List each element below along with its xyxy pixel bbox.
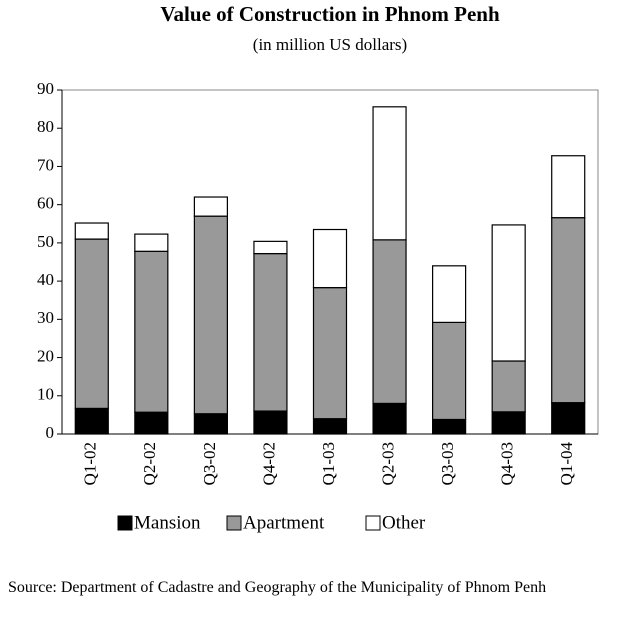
bar-segment xyxy=(134,411,169,435)
bar-segment xyxy=(491,411,526,435)
bar-segment xyxy=(253,240,288,255)
bar-segment xyxy=(551,217,586,404)
x-tick-label: Q4-03 xyxy=(498,442,517,485)
source-note: Source: Department of Cadastre and Geogr… xyxy=(8,579,547,596)
bar-segment xyxy=(193,196,228,217)
x-tick-label: Q2-03 xyxy=(378,442,397,485)
y-tick-label: 80 xyxy=(37,117,54,136)
bar-segment xyxy=(491,224,526,362)
x-tick-label: Q1-03 xyxy=(319,442,338,485)
x-tick-label: Q1-04 xyxy=(557,442,576,486)
y-tick-label: 40 xyxy=(37,270,54,289)
legend-swatch xyxy=(117,515,133,531)
legend-swatch xyxy=(365,515,381,531)
y-tick-label: 50 xyxy=(37,232,54,251)
y-tick-label: 90 xyxy=(37,79,54,98)
bar-segment xyxy=(193,413,228,435)
bar-segment xyxy=(134,250,169,413)
bar-segment xyxy=(74,407,109,435)
legend-label: Other xyxy=(382,512,426,533)
y-tick-label: 70 xyxy=(37,155,54,174)
bar-segment xyxy=(551,155,586,219)
bar-segment xyxy=(432,321,467,421)
legend-label: Mansion xyxy=(134,512,201,533)
bar-segment xyxy=(312,418,348,435)
bar-segment xyxy=(372,402,407,435)
chart: Value of Construction in Phnom Penh (in … xyxy=(37,2,599,533)
bar-segment xyxy=(253,410,288,435)
legend-swatch xyxy=(226,515,242,531)
bar-segment xyxy=(491,360,526,413)
y-tick-label: 10 xyxy=(37,385,54,404)
x-tick-label: Q1-02 xyxy=(81,442,100,485)
y-tick-label: 30 xyxy=(37,308,54,327)
bar-segment xyxy=(134,233,169,252)
bar-segment xyxy=(432,418,467,435)
bar-segment xyxy=(193,215,228,415)
chart-subtitle: (in million US dollars) xyxy=(253,35,407,54)
chart-title: Value of Construction in Phnom Penh xyxy=(160,2,500,26)
x-tick-label: Q4-02 xyxy=(259,442,278,485)
bar-segment xyxy=(372,239,407,405)
bar-segment xyxy=(372,106,407,241)
bar-segment xyxy=(253,252,288,412)
y-tick-label: 20 xyxy=(37,346,54,365)
bar-segment xyxy=(74,222,109,240)
y-tick-label: 60 xyxy=(37,194,54,213)
bar-segment xyxy=(74,238,109,409)
bar-segment xyxy=(312,228,348,289)
x-tick-label: Q3-02 xyxy=(200,442,219,485)
x-tick-label: Q2-02 xyxy=(140,442,159,485)
y-tick-label: 0 xyxy=(46,423,55,442)
x-tick-label: Q3-03 xyxy=(438,442,457,485)
legend-label: Apartment xyxy=(243,512,325,533)
bar-segment xyxy=(432,265,467,323)
bar-segment xyxy=(312,287,348,420)
bar-segment xyxy=(551,402,586,435)
